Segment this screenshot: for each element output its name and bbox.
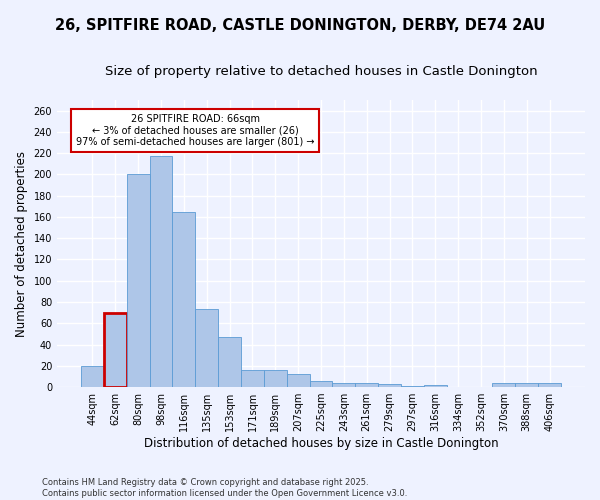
X-axis label: Distribution of detached houses by size in Castle Donington: Distribution of detached houses by size … <box>144 437 499 450</box>
Bar <box>104 312 127 387</box>
Bar <box>493 383 515 387</box>
Bar <box>355 383 378 387</box>
Bar <box>378 384 401 387</box>
Bar <box>332 383 355 387</box>
Text: Contains HM Land Registry data © Crown copyright and database right 2025.
Contai: Contains HM Land Registry data © Crown c… <box>42 478 407 498</box>
Bar <box>515 383 538 387</box>
Bar <box>424 385 447 387</box>
Bar <box>241 370 264 387</box>
Bar <box>149 156 172 387</box>
Bar <box>172 212 196 387</box>
Title: Size of property relative to detached houses in Castle Donington: Size of property relative to detached ho… <box>105 65 538 78</box>
Bar <box>196 310 218 387</box>
Bar <box>310 380 332 387</box>
Y-axis label: Number of detached properties: Number of detached properties <box>15 150 28 336</box>
Text: 26 SPITFIRE ROAD: 66sqm
← 3% of detached houses are smaller (26)
97% of semi-det: 26 SPITFIRE ROAD: 66sqm ← 3% of detached… <box>76 114 314 147</box>
Bar <box>264 370 287 387</box>
Bar <box>218 337 241 387</box>
Bar <box>538 383 561 387</box>
Bar <box>81 366 104 387</box>
Text: 26, SPITFIRE ROAD, CASTLE DONINGTON, DERBY, DE74 2AU: 26, SPITFIRE ROAD, CASTLE DONINGTON, DER… <box>55 18 545 32</box>
Bar <box>127 174 149 387</box>
Bar <box>287 374 310 387</box>
Bar <box>401 386 424 387</box>
